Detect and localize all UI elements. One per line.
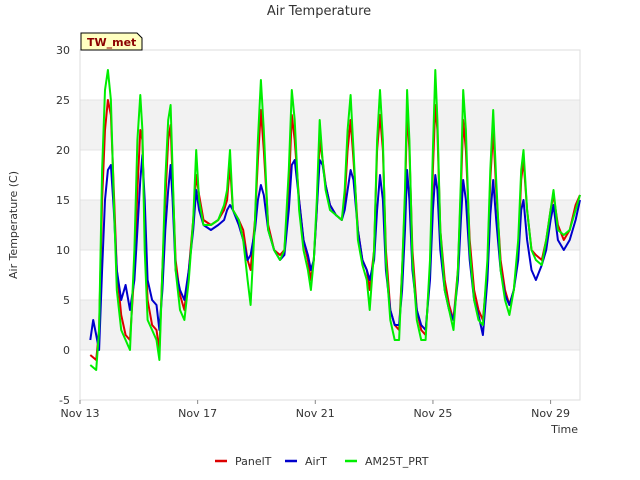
x-axis: Nov 13 Nov 17 Nov 21 Nov 25 Nov 29	[61, 400, 570, 420]
badge-label: TW_met	[87, 36, 136, 49]
badge-shape	[80, 32, 143, 51]
station-badge: TW_met	[80, 32, 143, 51]
legend-label-airt: AirT	[305, 455, 327, 468]
x-tick-label: Nov 21	[296, 407, 335, 420]
series-line-am25t-prt	[89, 69, 581, 371]
x-tick-label: Nov 17	[178, 407, 217, 420]
chart-title: Air Temperature	[267, 4, 371, 19]
y-tick-label: 20	[56, 144, 70, 157]
y-tick-label: 0	[63, 344, 70, 357]
grid-band	[80, 300, 580, 350]
grid-bands	[80, 49, 580, 401]
y-tick-label: 30	[56, 44, 70, 57]
x-axis-label: Time	[550, 423, 578, 436]
legend: PanelT AirT AM25T_PRT	[215, 455, 429, 468]
plot-area	[79, 49, 581, 401]
legend-label-am25t-prt: AM25T_PRT	[365, 455, 429, 468]
x-tick-label: Nov 25	[413, 407, 452, 420]
x-tick-label: Nov 29	[531, 407, 570, 420]
y-tick-label: -5	[59, 394, 70, 407]
y-tick-label: 25	[56, 94, 70, 107]
grid-band	[80, 100, 580, 150]
y-axis-label: Air Temperature (C)	[7, 171, 20, 279]
series-layer	[89, 69, 581, 371]
y-tick-label: 10	[56, 244, 70, 257]
plot-border	[79, 49, 581, 401]
y-tick-label: 5	[63, 294, 70, 307]
legend-label-panelt: PanelT	[235, 455, 272, 468]
y-axis: -5 0 5 10 15 20 25 30	[56, 44, 70, 407]
x-tick-label: Nov 13	[61, 407, 100, 420]
y-tick-label: 15	[56, 194, 70, 207]
